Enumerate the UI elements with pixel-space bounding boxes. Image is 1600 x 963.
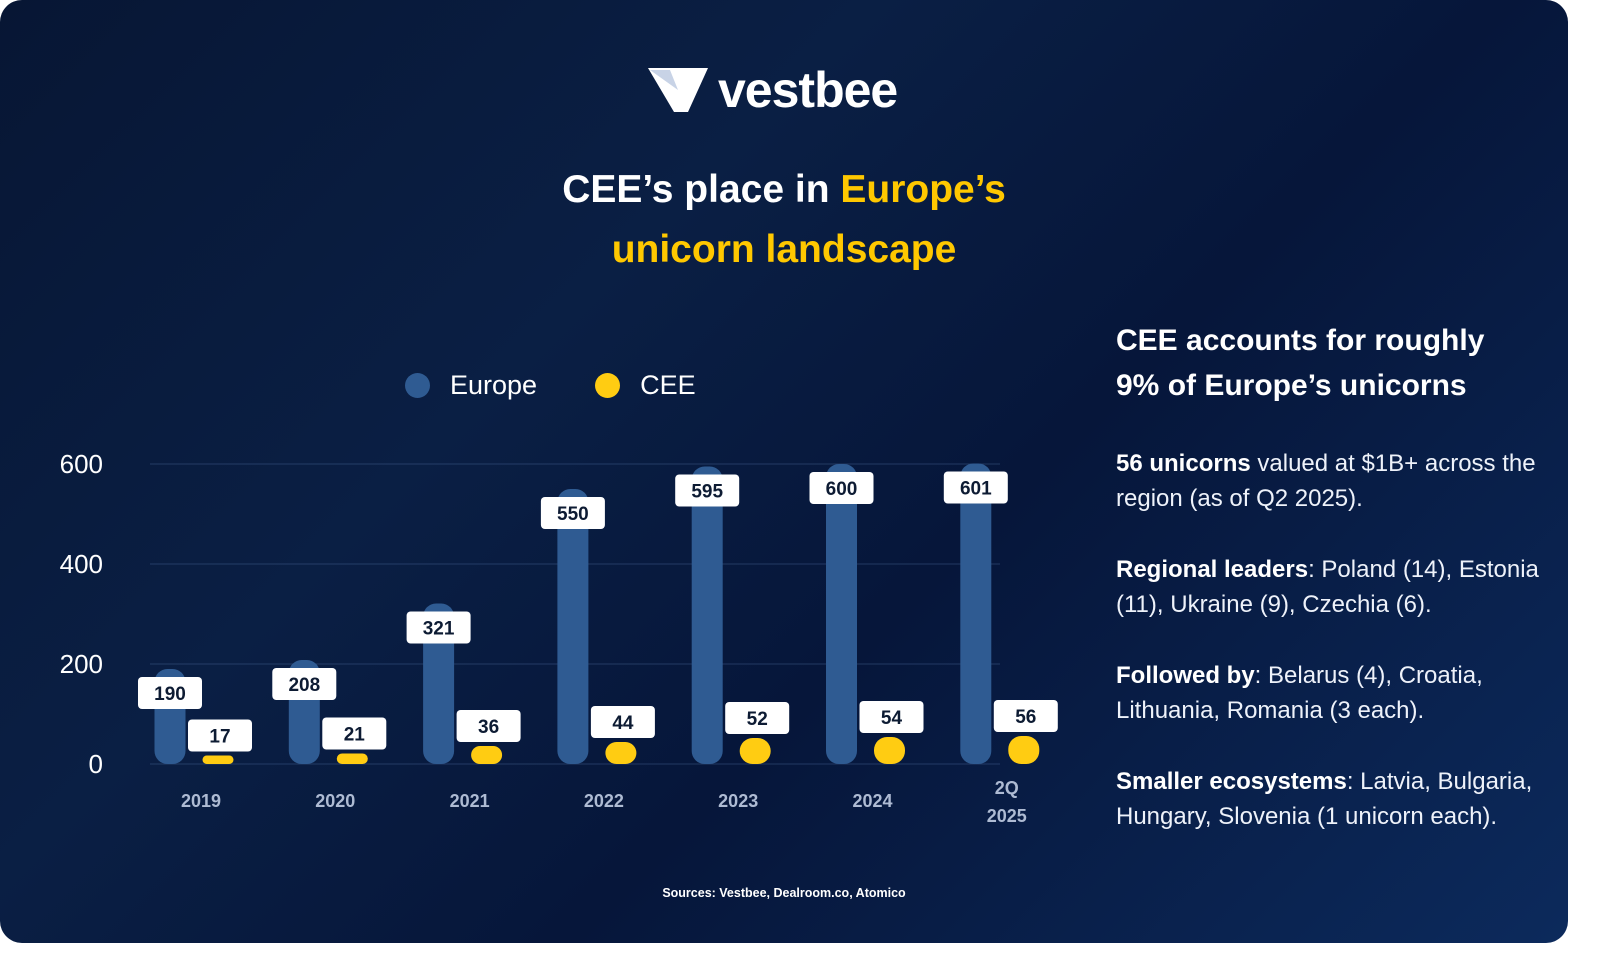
summary-unicorn-count: 56 unicorns valued at $1B+ across the re… [1116,446,1546,516]
title-line-2: unicorn landscape [611,228,957,271]
legend-label-europe: Europe [450,370,538,400]
title-part-1: CEE’s place in [562,168,841,211]
legend-swatch-cee [595,373,621,398]
data-label-cee-2-box [456,710,521,742]
chart-legend: Europe CEE [405,370,754,401]
data-label-cee-3-box [590,706,655,738]
vestbee-logo-icon [648,68,708,112]
y-tick-label-600: 600 [60,449,103,479]
data-label-cee-0: 17 [209,727,230,748]
summary-smaller-ecosystems-text: : Latvia, Bulgaria, Hungary, Slovenia (1… [1116,768,1533,830]
x-tick-label-4-0: 2023 [718,791,758,811]
data-label-cee-5: 54 [881,708,903,729]
legend-item-cee: CEE [595,370,696,401]
x-tick-label-1-0: 2020 [315,791,355,811]
x-tick-label-6-0: 2Q [995,778,1019,798]
summary-regional-leaders-text: : Poland (14), Estonia (11), Ukraine (9)… [1116,556,1539,618]
summary-followed-by-bold: Followed by [1116,662,1255,689]
y-tick-label-200: 200 [60,649,103,679]
bar-europe-3 [557,489,589,764]
bar-cee-4 [739,738,771,764]
data-label-cee-2: 36 [478,717,499,738]
bar-cee-5 [874,737,905,764]
x-tick-label-2-0: 2021 [450,791,490,811]
summary-smaller-ecosystems-bold: Smaller ecosystems [1116,768,1347,795]
y-tick-label-400: 400 [60,549,103,579]
summary-smaller-ecosystems: Smaller ecosystems: Latvia, Bulgaria, Hu… [1116,764,1546,834]
summary-unicorn-count-bold: 56 unicorns [1116,450,1251,477]
summary-followed-by-text: : Belarus (4), Croatia, Lithuania, Roman… [1116,662,1483,724]
vestbee-logo: vestbee [648,62,898,118]
brand-name: vestbee [718,62,898,118]
bar-chart: 0 200 400 600 190 17 2019 208 21 2020 321 36 2021 550… [60,449,1058,826]
summary-regional-leaders: Regional leaders: Poland (14), Estonia (… [1116,552,1546,622]
summary-heading-line-1: CEE accounts for roughly [1116,324,1485,357]
data-label-europe-2-box [406,611,471,644]
summary-panel: CEE accounts for roughly 9% of Europe’s … [1116,318,1546,870]
data-label-europe-1: 208 [288,675,320,696]
data-label-europe-5-box [809,472,874,504]
summary-heading-line-2: 9% of Europe’s unicorns [1116,369,1467,402]
data-label-europe-4-box [675,474,740,507]
bar-cee-0 [202,755,234,764]
infographic-card: vestbee CEE’s place in Europe’s unicorn … [0,0,1568,943]
data-label-europe-2: 321 [423,619,455,640]
data-label-europe-1-box [272,668,337,700]
x-tick-label-6-1: 2025 [987,806,1027,826]
data-label-europe-3: 550 [557,504,589,525]
bar-cee-2 [471,746,503,764]
data-label-europe-5: 600 [826,479,858,500]
legend-item-europe: Europe [405,370,537,401]
data-label-cee-4: 52 [747,709,768,730]
data-label-europe-6-box [943,471,1008,504]
summary-followed-by: Followed by: Belarus (4), Croatia, Lithu… [1116,658,1546,728]
data-label-cee-6: 56 [1015,707,1036,728]
data-label-cee-6-box [993,700,1058,732]
title-line-1: CEE’s place in Europe’s [0,160,1568,220]
bar-cee-3 [605,742,637,764]
page-title: CEE’s place in Europe’s unicorn landscap… [0,160,1568,280]
data-label-europe-0: 190 [154,684,186,705]
data-label-cee-5-box [859,701,924,733]
x-tick-label-0-0: 2019 [181,791,221,811]
legend-swatch-europe [405,373,430,398]
y-tick-label-0: 0 [89,749,103,779]
summary-unicorn-count-text: valued at $1B+ across the region (as of … [1116,450,1536,512]
data-label-cee-4-box [725,702,790,734]
data-label-europe-6: 601 [960,479,992,500]
data-label-cee-1: 21 [344,725,366,746]
data-label-cee-1-box [322,717,387,750]
title-part-2: Europe’s [840,168,1006,211]
bar-europe-5 [826,464,857,764]
bar-cee-1 [336,753,368,764]
bar-europe-2 [423,603,455,764]
data-label-europe-3-box [540,497,605,529]
sources-note: Sources: Vestbee, Dealroom.co, Atomico [662,886,906,900]
x-tick-label-3-0: 2022 [584,791,624,811]
summary-heading: CEE accounts for roughly 9% of Europe’s … [1116,318,1546,408]
summary-regional-leaders-bold: Regional leaders [1116,556,1309,583]
data-label-cee-0-box [188,719,252,752]
data-label-europe-0-box [138,677,202,709]
x-tick-label-5-0: 2024 [852,791,892,811]
data-label-europe-4: 595 [691,482,723,503]
bar-cee-6 [1008,736,1040,764]
data-label-cee-3: 44 [612,713,634,734]
bar-europe-6 [960,463,992,764]
legend-label-cee: CEE [640,370,696,400]
bar-europe-4 [691,466,723,764]
